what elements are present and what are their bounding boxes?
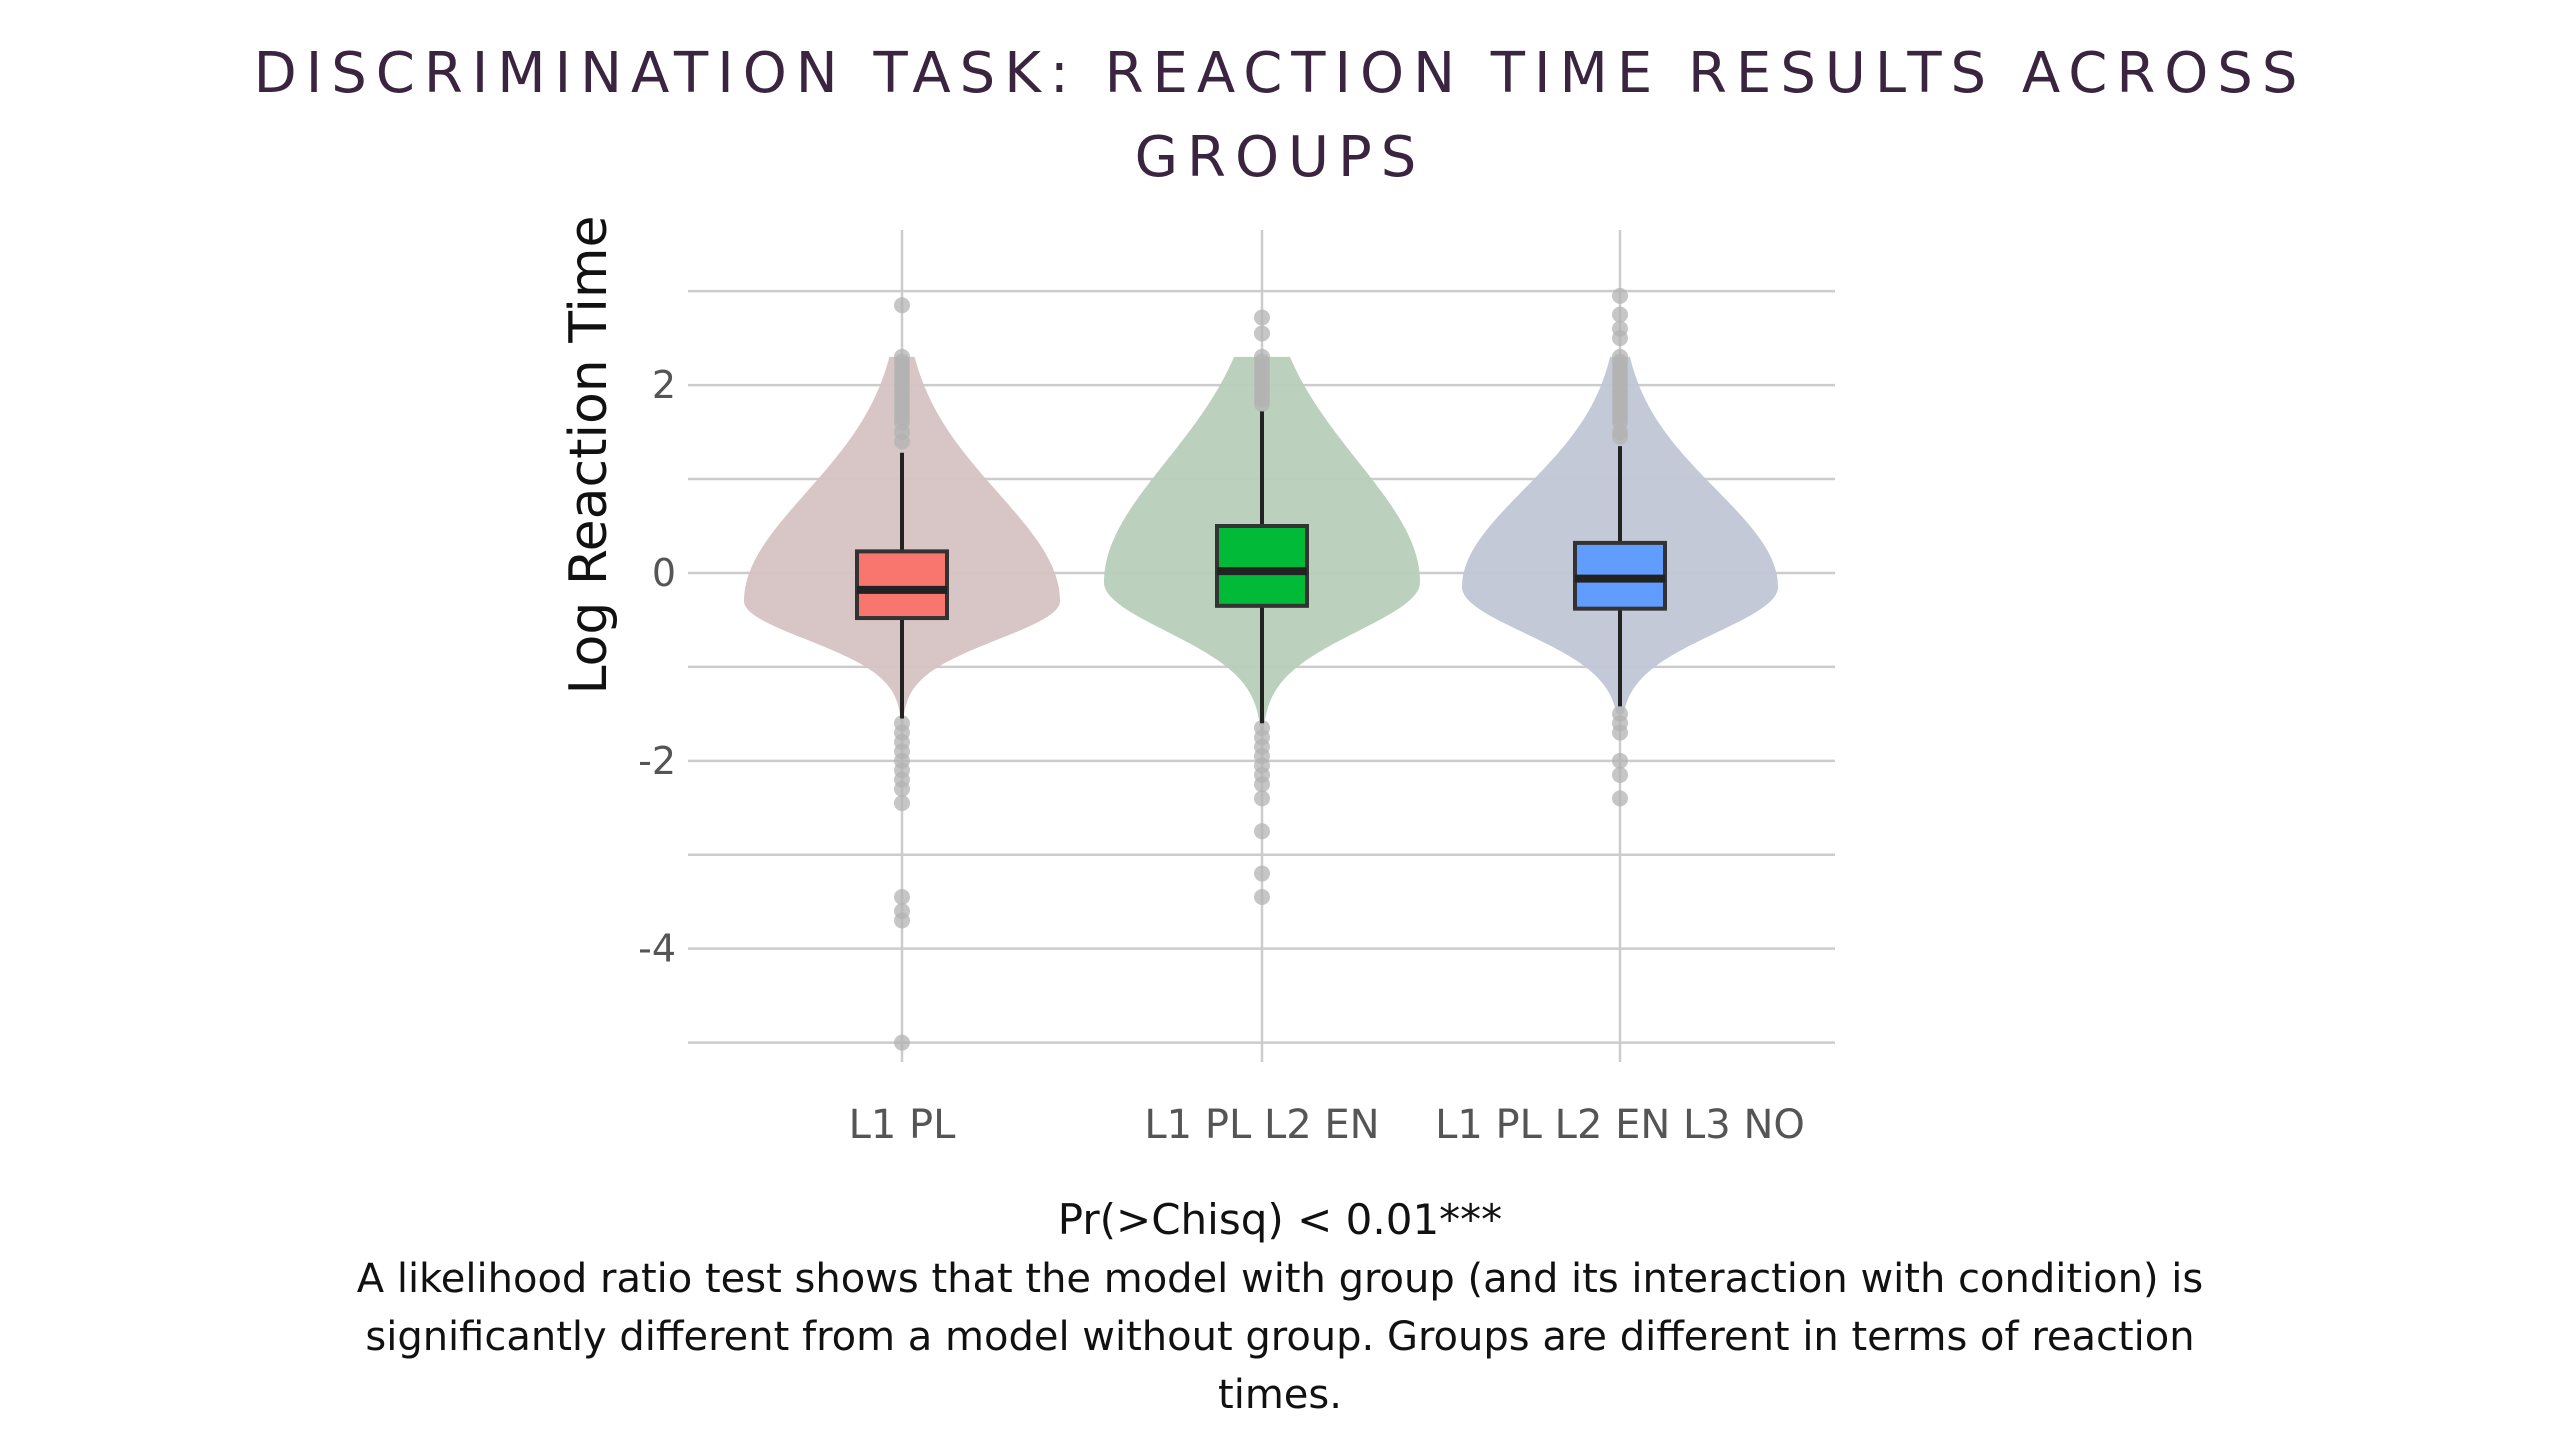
outlier-point — [894, 433, 910, 450]
stat-result: Pr(>Chisq) < 0.01*** — [1057, 1195, 1503, 1244]
outlier-point — [1254, 776, 1270, 793]
outlier-point — [1612, 428, 1628, 445]
y-tick-label: -4 — [638, 927, 676, 971]
outlier-point — [894, 1034, 910, 1051]
outlier-layer — [894, 287, 1628, 1051]
slide-footer: Pr(>Chisq) < 0.01*** A likelihood ratio … — [240, 1190, 2320, 1424]
x-tick-label: L1 PL L2 EN L3 NO — [1435, 1102, 1805, 1148]
outlier-point — [1254, 889, 1270, 906]
x-tick-label: L1 PL — [849, 1102, 957, 1148]
outlier-point — [894, 781, 910, 797]
outlier-point — [894, 297, 910, 314]
outlier-point — [1612, 724, 1628, 741]
outlier-point — [1612, 752, 1628, 769]
tick-layer: -4 -2 0 2 L1 PL L1 PL L2 EN L1 PL L2 EN L3 NO — [638, 363, 1805, 1148]
outlier-point — [894, 889, 910, 906]
outlier-point — [1254, 325, 1270, 342]
y-tick-label: -2 — [638, 739, 676, 783]
outlier-point — [1612, 330, 1628, 347]
result-explanation: A likelihood ratio test shows that the m… — [356, 1256, 2204, 1418]
box-layer — [855, 411, 1667, 724]
outlier-point — [894, 912, 910, 929]
y-axis-title: Log Reaction Time — [559, 215, 619, 694]
y-tick-label: 0 — [652, 551, 676, 595]
outlier-point — [1612, 790, 1628, 807]
outlier-point — [1612, 287, 1628, 304]
y-tick-label: 2 — [652, 363, 676, 407]
outlier-point — [1612, 306, 1628, 323]
box — [855, 549, 949, 621]
outlier-point — [1254, 309, 1270, 326]
outlier-point — [1612, 766, 1628, 783]
slide-title: DISCRIMINATION TASK: REACTION TIME RESUL… — [253, 41, 2307, 190]
x-tick-label: L1 PL L2 EN — [1144, 1102, 1379, 1148]
outlier-point — [1254, 823, 1270, 840]
box — [1215, 524, 1309, 608]
outlier-point — [894, 795, 910, 812]
outlier-point — [1254, 865, 1270, 882]
outlier-point — [1254, 395, 1270, 412]
outlier-point — [1254, 790, 1270, 807]
